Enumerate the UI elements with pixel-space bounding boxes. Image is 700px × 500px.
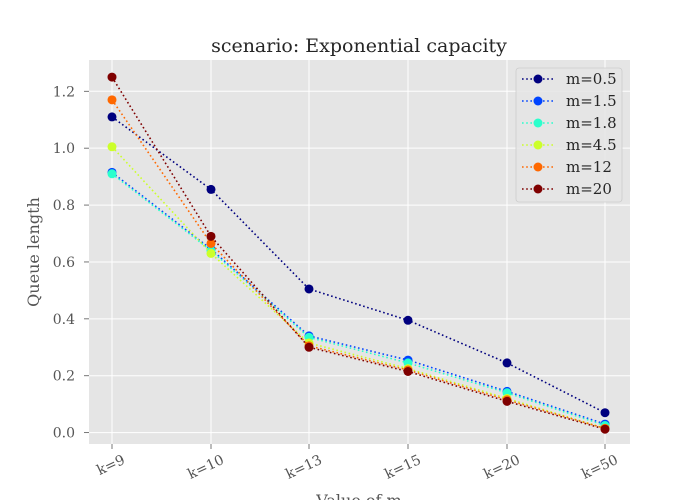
series-line (111, 171, 606, 425)
legend-label: m=1.8 (566, 114, 617, 132)
x-tick-label: k=13 (283, 452, 324, 483)
legend-box (515, 67, 623, 203)
data-point (502, 396, 512, 406)
y-tick-label: 0.0 (53, 426, 75, 442)
legend-label: m=4.5 (566, 136, 617, 154)
data-point (502, 358, 512, 368)
data-point (107, 142, 117, 152)
series-line (111, 173, 606, 427)
y-tick-labels: 0.0 0.2 0.4 0.6 0.8 1.0 1.2 (53, 84, 89, 442)
data-point (107, 169, 117, 179)
chart-title: scenario: Exponential capacity (211, 35, 507, 57)
data-point (107, 112, 117, 122)
legend-label: m=0.5 (566, 70, 617, 88)
y-axis-label: Queue length (24, 197, 43, 307)
data-point (206, 231, 216, 241)
legend-label: m=1.5 (566, 92, 617, 110)
y-tick-label: 0.2 (53, 369, 75, 385)
data-point (403, 366, 413, 376)
x-tick-label: k=10 (185, 452, 226, 483)
data-point (304, 284, 314, 294)
y-tick-label: 0.4 (53, 312, 75, 328)
x-tick-labels: k=9 k=10 k=13 k=15 k=20 k=50 (95, 444, 621, 483)
y-tick-label: 0.8 (53, 198, 75, 214)
legend-label: m=20 (566, 180, 612, 198)
x-tick-label: k=20 (481, 452, 522, 483)
legend-marker (533, 118, 543, 128)
legend-marker (533, 184, 543, 194)
legend: m=0.5 m=1.5 m=1.8 m=4.5 m=12 m=20 (515, 67, 623, 203)
x-tick-label: k=50 (579, 452, 620, 483)
data-point (206, 238, 216, 248)
legend-marker (533, 140, 543, 150)
x-tick-label: k=15 (382, 452, 423, 483)
series-line (111, 116, 606, 414)
data-point (206, 184, 216, 194)
data-point (206, 248, 216, 258)
data-point (600, 408, 610, 418)
series-line (111, 99, 606, 430)
grid-lines (89, 60, 630, 444)
x-tick-label: k=9 (95, 452, 128, 479)
series-lines (107, 72, 610, 434)
legend-marker (533, 74, 543, 84)
series-line (111, 146, 606, 430)
data-point (600, 424, 610, 434)
x-axis-label: Value of m (315, 491, 401, 500)
y-tick-label: 1.2 (53, 84, 75, 100)
data-point (304, 342, 314, 352)
legend-label: m=12 (566, 158, 612, 176)
data-point (107, 72, 117, 82)
legend-marker (533, 162, 543, 172)
data-point (403, 315, 413, 325)
data-point (107, 95, 117, 105)
y-tick-label: 1.0 (53, 141, 75, 157)
legend-marker (533, 96, 543, 106)
y-tick-label: 0.6 (53, 255, 75, 271)
series-line (111, 76, 606, 430)
